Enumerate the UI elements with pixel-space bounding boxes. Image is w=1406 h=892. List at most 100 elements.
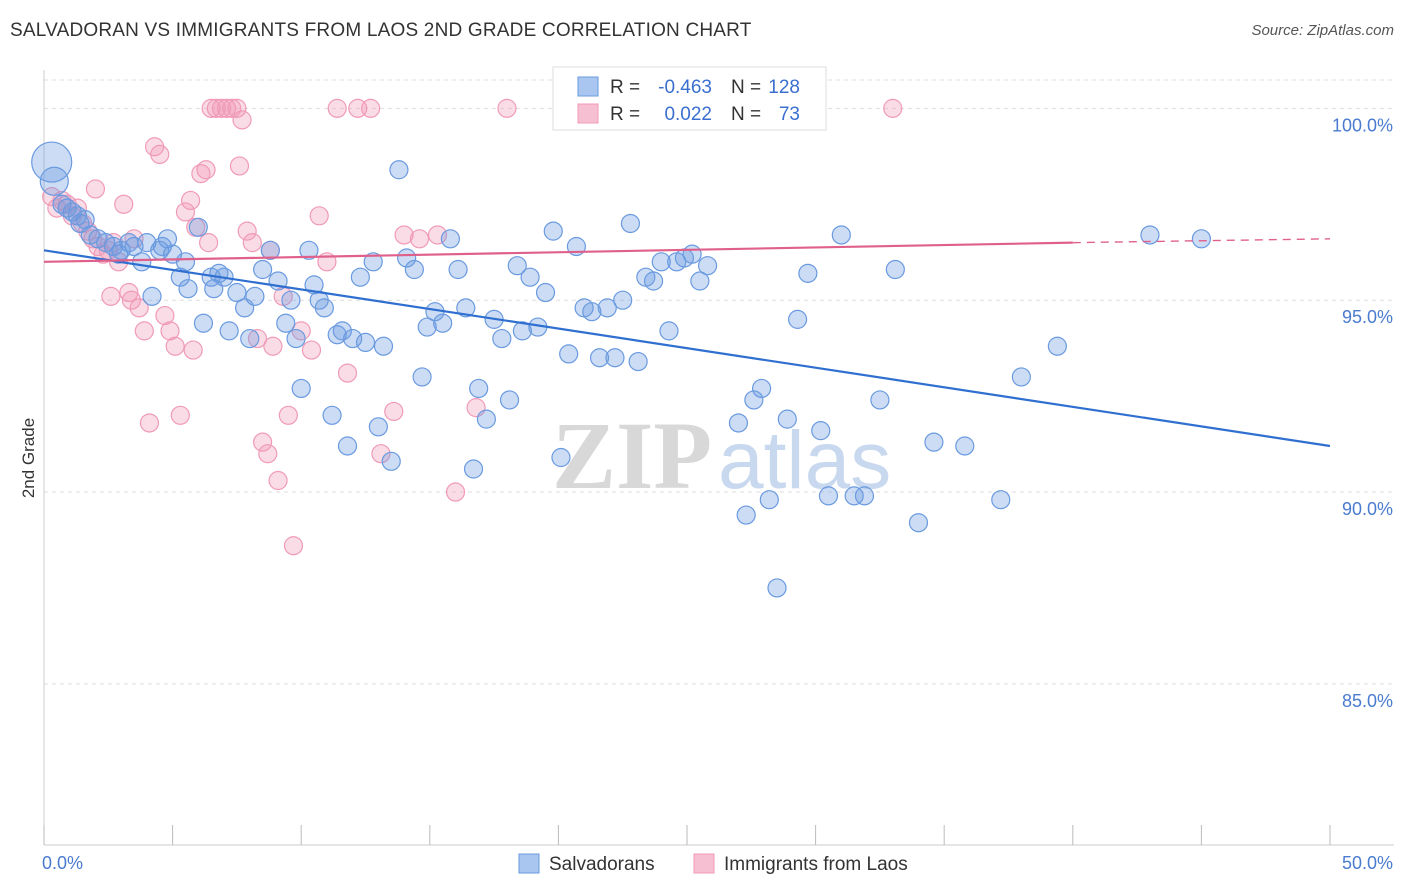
data-point — [767, 578, 787, 598]
data-point — [247, 328, 268, 349]
data-point — [170, 405, 190, 425]
data-point — [1047, 336, 1067, 356]
data-point — [870, 390, 890, 410]
data-point — [448, 259, 468, 280]
data-point — [101, 286, 121, 306]
data-point — [955, 436, 975, 456]
data-point — [263, 336, 283, 356]
data-point — [165, 336, 185, 356]
watermark: ZIP atlas — [552, 402, 891, 509]
data-point — [229, 156, 250, 176]
data-point — [175, 202, 196, 222]
data-point — [620, 213, 641, 234]
data-point — [301, 340, 322, 360]
series-immigrants-from-laos — [42, 98, 903, 556]
data-point — [337, 436, 358, 456]
data-point — [371, 444, 391, 464]
data-point — [343, 328, 363, 349]
data-point — [697, 256, 718, 276]
data-point — [217, 98, 237, 118]
data-point — [160, 321, 180, 341]
data-point — [651, 252, 671, 272]
data-point — [787, 309, 808, 329]
data-point — [751, 378, 772, 399]
data-point — [119, 282, 139, 303]
data-point — [206, 98, 226, 118]
data-point — [337, 363, 358, 383]
legend-r-value-1: -0.463 — [658, 77, 712, 98]
x-tick-label-max: 50.0% — [1342, 853, 1393, 873]
data-point — [258, 444, 278, 464]
data-point — [476, 409, 496, 429]
data-point — [818, 486, 839, 506]
data-point — [286, 328, 306, 349]
data-point — [543, 221, 563, 241]
data-point — [114, 194, 134, 214]
data-point — [440, 229, 460, 249]
data-point — [831, 225, 851, 245]
data-point — [268, 470, 288, 491]
data-point — [124, 236, 144, 257]
trend-lines — [43, 238, 1331, 448]
data-point — [178, 279, 198, 299]
data-point — [512, 321, 532, 341]
data-point — [199, 233, 219, 253]
series-legend: Salvadorans Immigrants from Laos — [518, 853, 908, 875]
data-point — [299, 240, 319, 260]
x-tick-label-min: 0.0% — [42, 853, 83, 873]
data-point — [42, 187, 62, 207]
data-point — [499, 390, 520, 410]
data-point — [690, 271, 710, 291]
data-point — [736, 505, 756, 525]
bottom-legend-swatch-pink — [693, 853, 715, 874]
data-point — [211, 98, 232, 118]
legend-swatch-blue — [577, 76, 599, 97]
data-point — [361, 98, 381, 118]
data-point — [412, 367, 432, 387]
data-point — [121, 290, 142, 310]
data-point — [798, 263, 818, 283]
data-point — [327, 325, 347, 345]
data-point — [492, 328, 512, 349]
data-point — [520, 267, 540, 287]
legend-r-value-2: 0.022 — [664, 104, 712, 125]
data-point — [278, 405, 298, 425]
data-point — [883, 98, 903, 118]
data-point — [152, 236, 172, 257]
data-point — [777, 409, 797, 429]
data-point — [204, 279, 224, 299]
y-tick-label: 100.0% — [1332, 115, 1393, 135]
data-point — [605, 348, 625, 368]
legend-r-label-2: R = — [610, 104, 640, 125]
y-axis-label: 2nd Grade — [19, 418, 38, 498]
data-point — [240, 328, 260, 349]
data-point — [85, 179, 106, 199]
bottom-legend-swatch-blue — [518, 853, 540, 874]
data-point — [31, 141, 73, 183]
data-point — [456, 298, 476, 318]
data-point — [394, 225, 414, 245]
legend-n-value-2: 73 — [779, 104, 800, 125]
data-point — [283, 536, 304, 556]
data-point — [643, 271, 664, 291]
data-point — [535, 282, 556, 303]
data-point — [397, 248, 417, 268]
legend-swatch-pink — [577, 103, 599, 124]
data-point — [253, 432, 273, 452]
data-point — [445, 482, 466, 502]
data-point — [404, 259, 424, 280]
bottom-legend-salvadorans: Salvadorans — [549, 854, 655, 875]
data-point — [191, 163, 211, 184]
legend-r-label-1: R = — [610, 77, 640, 98]
data-point — [363, 252, 383, 272]
axes — [43, 70, 1394, 846]
trend-line-laos-extension — [1072, 238, 1331, 244]
y-tick-labels: 100.0% 95.0% 90.0% 85.0% — [1332, 115, 1393, 710]
data-point — [350, 267, 370, 287]
data-point — [155, 305, 175, 326]
data-point — [129, 298, 149, 318]
data-point — [181, 190, 201, 211]
data-point — [232, 110, 252, 130]
data-point — [991, 490, 1011, 510]
data-point — [885, 259, 905, 280]
